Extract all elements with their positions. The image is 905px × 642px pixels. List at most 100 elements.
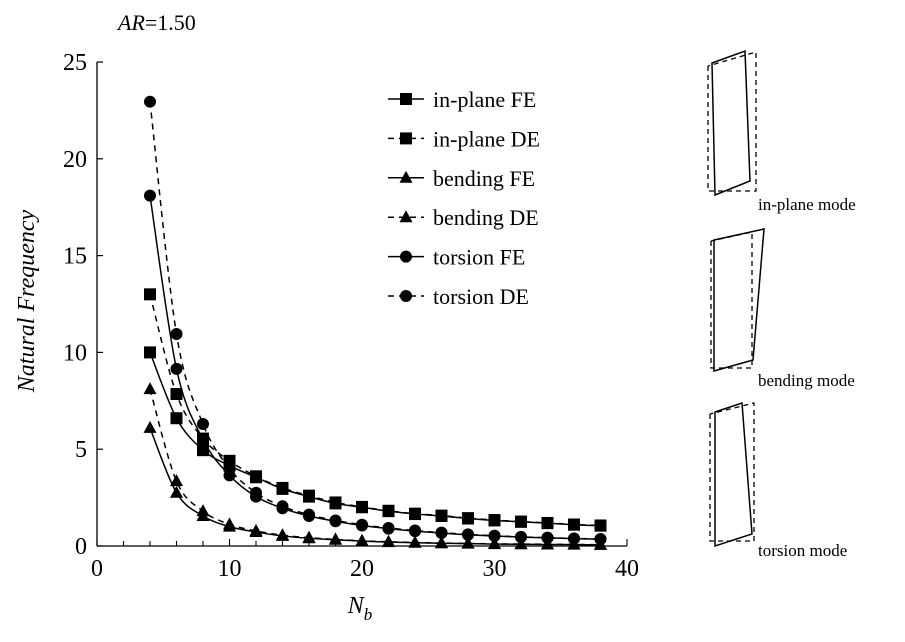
- series-torsion-FE: [144, 189, 607, 546]
- data-point: [541, 531, 554, 544]
- legend-marker: [400, 93, 412, 105]
- x-tick-label: 20: [350, 556, 374, 582]
- data-point: [409, 524, 421, 537]
- data-point: [276, 481, 289, 494]
- torsion-mode-label: torsion mode: [758, 541, 847, 560]
- data-point: [488, 536, 501, 549]
- data-point: [223, 517, 236, 530]
- series-line: [149, 195, 601, 540]
- data-point: [197, 418, 209, 431]
- legend-marker: [400, 132, 412, 145]
- data-point: [594, 533, 607, 546]
- x-tick-label: 10: [218, 556, 242, 582]
- y-tick-label: 5: [75, 437, 87, 463]
- data-point: [594, 519, 607, 532]
- legend-label: torsion FE: [433, 245, 525, 270]
- legend-marker: [399, 170, 413, 183]
- data-point: [249, 523, 263, 536]
- data-point: [329, 532, 342, 545]
- data-point: [356, 500, 368, 513]
- chart-title: AR=1.50: [116, 10, 196, 35]
- data-point: [197, 444, 209, 457]
- legend-label: in-plane FE: [433, 87, 536, 112]
- torsion-deformed-shape: [714, 401, 753, 548]
- y-tick-label: 10: [63, 340, 87, 366]
- data-point: [144, 288, 156, 301]
- data-point: [170, 412, 183, 425]
- legend-item: bending FE: [388, 166, 535, 191]
- data-point: [144, 95, 156, 108]
- data-point: [170, 485, 183, 498]
- legend-item: torsion FE: [388, 245, 525, 270]
- bending-deformed-shape: [713, 228, 765, 372]
- series-line: [149, 294, 601, 527]
- legend-marker: [400, 250, 412, 263]
- data-point: [143, 420, 157, 433]
- in-plane-mode-diagram: in-plane mode: [707, 49, 856, 214]
- data-point: [382, 534, 395, 547]
- data-point: [170, 388, 183, 401]
- bending-undeformed-shape: [710, 231, 753, 369]
- in-plane-undeformed-shape: [707, 51, 757, 192]
- torsion-undeformed-shape: [709, 402, 755, 542]
- data-point: [355, 533, 369, 546]
- data-point: [196, 504, 210, 517]
- x-tick-label: 40: [615, 556, 639, 582]
- data-point: [435, 509, 448, 522]
- plot-axes: [96, 62, 627, 547]
- data-point: [356, 518, 368, 531]
- x-tick-label: 0: [91, 556, 103, 582]
- data-point: [462, 528, 474, 541]
- y-tick-label: 20: [63, 147, 87, 173]
- series-bending-DE: [143, 382, 607, 550]
- data-point: [170, 474, 183, 487]
- x-axis-label: Nb: [347, 593, 373, 624]
- y-tick-label: 0: [75, 534, 87, 560]
- data-point: [303, 489, 315, 502]
- data-point: [144, 346, 156, 359]
- data-point: [462, 512, 474, 525]
- legend-label: bending DE: [433, 205, 539, 230]
- y-tick-label: 15: [63, 244, 87, 270]
- data-point: [197, 433, 209, 446]
- in-plane-mode-label: in-plane mode: [758, 195, 856, 214]
- legend-marker: [400, 290, 412, 302]
- in-plane-deformed-shape: [711, 49, 751, 197]
- data-point: [515, 530, 527, 543]
- chart-title-value: =1.50: [145, 10, 196, 35]
- series-line: [149, 388, 601, 546]
- series-in-plane-FE: [144, 346, 607, 532]
- legend-label: torsion DE: [433, 284, 529, 309]
- series-line: [149, 352, 601, 527]
- legend-item: bending DE: [388, 205, 539, 230]
- data-point: [143, 382, 157, 395]
- x-axis-label-main: N: [347, 593, 366, 619]
- torsion-mode-diagram: torsion mode: [709, 401, 847, 560]
- series-in-plane-DE: [144, 288, 607, 532]
- data-point: [276, 500, 289, 513]
- data-point: [250, 470, 262, 483]
- data-point: [302, 530, 316, 543]
- series-torsion-DE: [144, 95, 607, 546]
- legend-item: torsion DE: [388, 284, 529, 309]
- data-point: [409, 507, 421, 520]
- data-point: [568, 532, 580, 545]
- data-point: [382, 504, 395, 517]
- chart-legend: in-plane FE in-plane DE bending FE bending …: [388, 87, 540, 309]
- axis-ticks: 0 5 10 15 20 25 0 10 20 30 40: [63, 50, 639, 582]
- legend-item: in-plane FE: [388, 87, 536, 112]
- legend-label: bending FE: [433, 166, 535, 191]
- data-point: [435, 526, 448, 539]
- data-point: [435, 536, 448, 549]
- data-point: [144, 189, 156, 202]
- data-point: [329, 496, 342, 509]
- data-point: [461, 536, 475, 549]
- data-point: [303, 508, 315, 521]
- data-point: [515, 515, 527, 528]
- x-axis-label-subscript: b: [364, 605, 373, 624]
- series-bending-FE: [143, 420, 607, 550]
- data-point: [170, 362, 183, 375]
- bending-mode-label: bending mode: [758, 371, 855, 390]
- legend-item: in-plane DE: [388, 126, 540, 151]
